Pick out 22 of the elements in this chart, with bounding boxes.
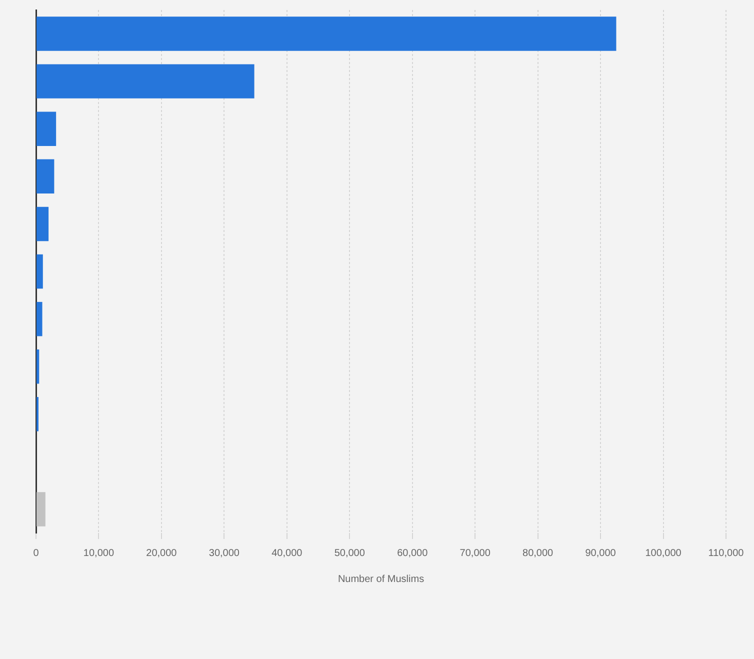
bar	[36, 302, 42, 336]
x-tick-label: 50,000	[334, 548, 366, 559]
x-tick-label: 0	[33, 548, 40, 559]
bar	[36, 492, 46, 526]
bar	[36, 112, 56, 146]
x-axis-title: Number of Muslims	[338, 574, 424, 585]
x-tick-label: 100,000	[645, 548, 682, 559]
bar	[36, 254, 43, 289]
x-tick-label: 10,000	[83, 548, 114, 559]
x-tick-label: 20,000	[146, 548, 178, 559]
x-tick-label: 70,000	[460, 548, 491, 559]
x-tick-label: 80,000	[522, 548, 554, 559]
bar	[36, 349, 40, 384]
bar	[36, 159, 54, 194]
x-tick-label: 110,000	[708, 548, 744, 559]
bar	[36, 16, 616, 51]
x-tick-label: 90,000	[585, 548, 616, 559]
x-tick-label: 30,000	[208, 548, 240, 559]
bar	[36, 206, 49, 242]
x-tick-label: 60,000	[397, 548, 428, 559]
x-tick-label: 40,000	[272, 548, 303, 559]
bar	[36, 64, 254, 98]
